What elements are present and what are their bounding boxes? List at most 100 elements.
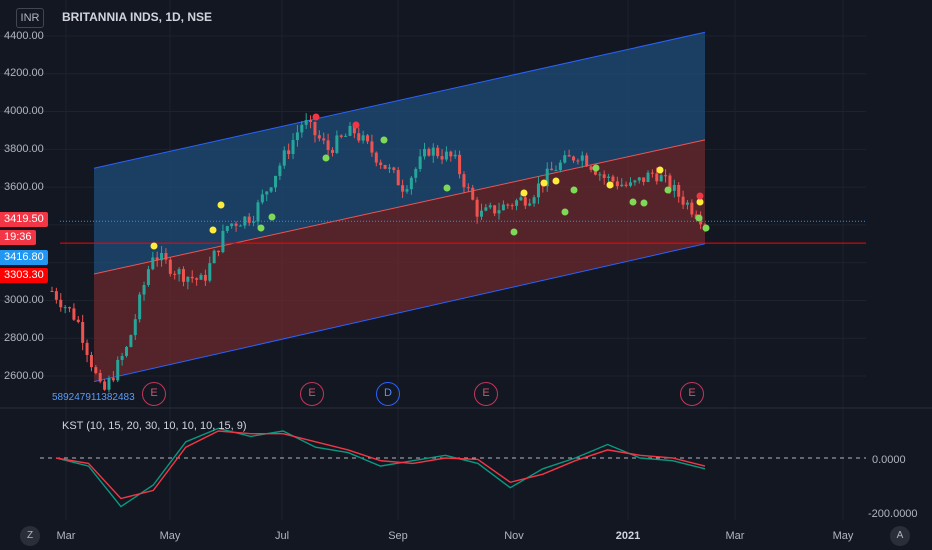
signal-dot	[150, 242, 158, 250]
earnings-event-icon[interactable]: E	[300, 382, 324, 406]
earnings-event-icon[interactable]: E	[680, 382, 704, 406]
candle-body	[655, 173, 659, 182]
candle-body	[287, 150, 291, 154]
signal-dot	[352, 121, 360, 129]
candle-body	[659, 175, 663, 182]
candle-body	[300, 124, 304, 133]
candle-body	[475, 199, 479, 217]
candle-body	[611, 176, 615, 182]
time-tick: Mar	[56, 530, 76, 542]
kst-indicator-label[interactable]: KST (10, 15, 20, 30, 10, 10, 10, 15, 9)	[62, 420, 247, 432]
candle-body	[681, 196, 685, 205]
candle-body	[650, 172, 654, 174]
candle-body	[510, 205, 514, 207]
candle-body	[515, 200, 519, 206]
candle-body	[466, 187, 470, 189]
kst-series-line	[55, 430, 706, 500]
candle-body	[199, 274, 203, 280]
candle-body	[572, 156, 576, 161]
signal-dot	[695, 214, 703, 222]
candle-body	[497, 210, 501, 214]
candle-body	[339, 135, 343, 137]
candle-body	[357, 133, 361, 141]
candle-body	[203, 274, 207, 281]
candle-body	[637, 177, 641, 181]
candle-body	[142, 284, 146, 295]
signal-dot	[268, 213, 276, 221]
price-tick: 4400.00	[4, 30, 44, 42]
channel-lower-line	[93, 243, 706, 383]
time-tick: 2021	[615, 530, 641, 542]
candle-body	[405, 189, 409, 192]
volume-value: 589247911382483	[52, 392, 135, 403]
signal-dot	[606, 181, 614, 189]
auto-scale-button[interactable]: A	[890, 526, 910, 546]
signal-dot	[629, 198, 637, 206]
signal-dot	[257, 224, 265, 232]
price-tick: 4000.00	[4, 105, 44, 117]
candle-body	[642, 177, 646, 182]
candle-body	[580, 155, 584, 161]
signal-dot	[217, 201, 225, 209]
price-tick: 3600.00	[4, 181, 44, 193]
candle-body	[593, 169, 597, 175]
time-tick: May	[832, 530, 854, 542]
candle-body	[160, 252, 164, 261]
signal-dot	[702, 224, 710, 232]
candle-body	[278, 165, 282, 176]
earnings-event-icon[interactable]: E	[142, 382, 166, 406]
price-tick: 2600.00	[4, 370, 44, 382]
candle-body	[361, 135, 365, 141]
signal-dot	[640, 199, 648, 207]
candle-body	[247, 216, 251, 223]
last-price-tag: 3419.50	[0, 212, 48, 227]
candle-body	[89, 354, 93, 368]
candle-body	[168, 259, 172, 274]
candle-body	[444, 151, 448, 160]
signal-dot	[592, 164, 600, 172]
candle-body	[309, 120, 313, 122]
candle-body	[672, 184, 676, 191]
candle-body	[519, 197, 523, 201]
candle-body	[85, 342, 89, 355]
candle-body	[567, 155, 571, 157]
candle-body	[387, 167, 391, 169]
candle-body	[585, 155, 589, 167]
candle-body	[471, 187, 475, 200]
candle-body	[554, 170, 558, 172]
candle-body	[479, 210, 483, 217]
candle-body	[690, 202, 694, 215]
candle-body	[335, 135, 339, 153]
candle-body	[146, 269, 150, 285]
candle-body	[50, 291, 54, 292]
dividend-event-icon[interactable]: D	[376, 382, 400, 406]
zoom-button[interactable]: Z	[20, 526, 40, 546]
candle-body	[125, 346, 129, 356]
candle-body	[646, 172, 650, 182]
candle-body	[116, 359, 120, 381]
candle-body	[238, 225, 242, 227]
currency-badge[interactable]: INR	[16, 8, 44, 28]
candle-body	[155, 257, 159, 261]
candle-body	[63, 307, 67, 309]
candle-body	[558, 162, 562, 171]
signal-dot	[209, 226, 217, 234]
signal-dot	[312, 113, 320, 121]
candle-body	[501, 204, 505, 211]
kst-series-line	[55, 427, 706, 508]
earnings-event-icon[interactable]: E	[474, 382, 498, 406]
signal-dot	[322, 154, 330, 162]
candle-body	[545, 168, 549, 187]
candle-body	[379, 162, 383, 166]
channel-mid-line	[93, 139, 706, 275]
time-tick: Jul	[274, 530, 290, 542]
countdown-tag: 19:36	[0, 230, 36, 245]
candle-body	[186, 276, 190, 282]
candle-body	[260, 194, 264, 203]
price-tick: 3000.00	[4, 294, 44, 306]
signal-dot	[552, 177, 560, 185]
candle-body	[225, 226, 229, 231]
candle-body	[401, 185, 405, 192]
indicator-price-tag: 3416.80	[0, 250, 48, 265]
